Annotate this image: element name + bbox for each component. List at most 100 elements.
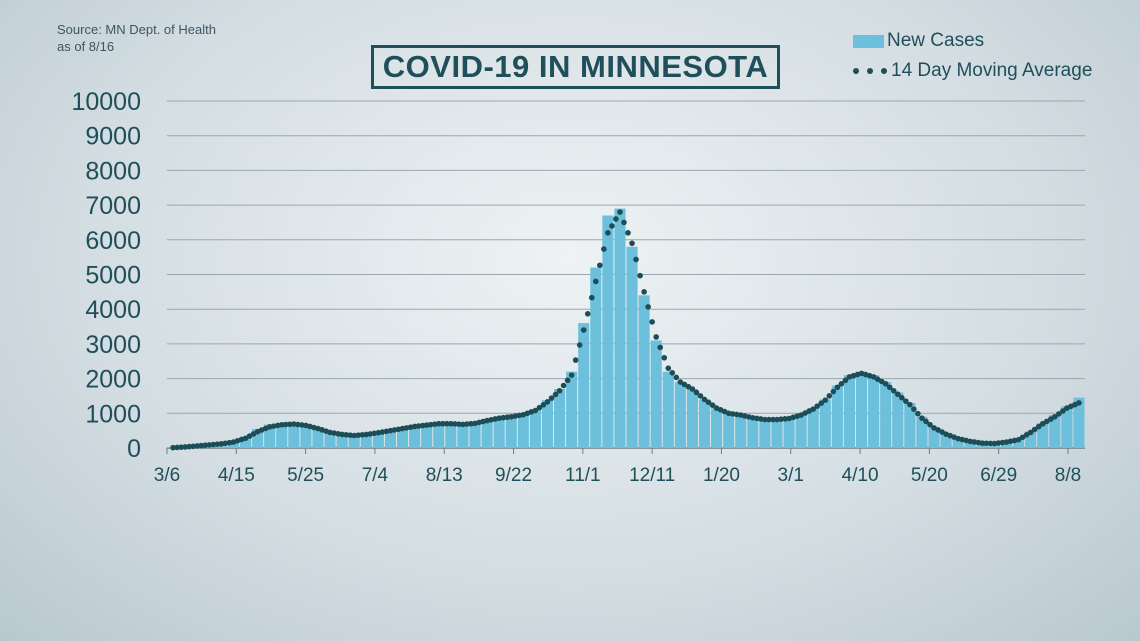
moving-average-point (548, 395, 555, 401)
moving-average-point (178, 444, 184, 450)
bar-new-cases (759, 419, 771, 448)
moving-average-point (544, 399, 551, 405)
bar-new-cases (1049, 415, 1061, 448)
moving-average-point (560, 382, 567, 389)
moving-average-point (693, 389, 700, 396)
bar-new-cases (360, 434, 372, 448)
moving-average-point (919, 415, 925, 421)
bar-new-cases (445, 423, 457, 448)
y-tick-label: 7000 (85, 192, 141, 220)
bar-new-cases (590, 267, 602, 448)
moving-average-point (649, 319, 655, 325)
x-tick-label: 4/15 (218, 465, 255, 486)
x-tick-label: 9/22 (495, 465, 532, 486)
moving-average-point (822, 397, 829, 403)
bar-new-cases (324, 431, 336, 448)
moving-average-point (903, 398, 909, 404)
moving-average-point (601, 246, 607, 252)
bar-new-cases (457, 423, 469, 448)
moving-average-point (697, 393, 704, 399)
y-tick-label: 0 (127, 435, 141, 463)
moving-average-point (657, 344, 664, 351)
moving-average-point (355, 432, 362, 438)
bar-new-cases (783, 418, 795, 448)
bar-new-cases (433, 423, 445, 448)
bar-new-cases (892, 392, 904, 448)
moving-average-point (576, 342, 583, 348)
bar-new-cases (952, 438, 964, 448)
moving-average-point (536, 404, 543, 411)
moving-average-point (927, 421, 933, 428)
moving-average-point (186, 443, 192, 450)
moving-average-point (190, 443, 196, 450)
y-tick-label: 9000 (85, 123, 141, 151)
moving-average-point (709, 402, 716, 409)
bar-new-cases (469, 422, 481, 448)
moving-average-point (641, 289, 647, 295)
moving-average-point (468, 420, 474, 427)
bar-new-cases (650, 340, 662, 448)
moving-average-point (669, 370, 676, 376)
moving-average-point (202, 442, 209, 449)
moving-average-point (637, 272, 643, 279)
moving-average-point (665, 365, 672, 371)
moving-average-point (593, 278, 599, 285)
bar-new-cases (723, 413, 735, 448)
bar-new-cases (831, 385, 843, 448)
moving-average-point (653, 334, 659, 340)
moving-average-point (826, 393, 833, 399)
bar-new-cases (1073, 397, 1085, 448)
source-line: Source: MN Dept. of Health (57, 22, 216, 37)
moving-average-point (347, 432, 353, 438)
bar-new-cases (1025, 431, 1037, 448)
moving-average-point (983, 440, 990, 447)
moving-average-point (532, 407, 539, 414)
bar-new-cases (916, 416, 928, 448)
bar-new-cases (336, 433, 348, 448)
y-tick-label: 5000 (85, 262, 141, 290)
moving-average-point (810, 406, 817, 412)
moving-average-point (556, 387, 563, 394)
moving-average-point (174, 444, 180, 451)
moving-average-point (214, 441, 221, 447)
moving-average-point (621, 219, 627, 226)
chart-title: COVID-19 IN MINNESOTA (371, 45, 780, 89)
y-tick-label: 2000 (85, 366, 141, 394)
legend-label-new-cases: New Cases (887, 30, 985, 51)
moving-average-point (673, 374, 680, 381)
x-tick-label: 1/20 (703, 465, 740, 486)
bar-new-cases (1061, 406, 1073, 448)
moving-average-point (444, 420, 450, 427)
moving-average-point (782, 416, 788, 422)
bar-new-cases (868, 375, 880, 448)
x-tick-label: 5/25 (287, 465, 324, 486)
bar-new-cases (880, 382, 892, 448)
bar-new-cases (735, 415, 747, 448)
bar-new-cases (928, 427, 940, 448)
moving-average-point (584, 311, 591, 317)
moving-average-point (778, 416, 784, 422)
bar-new-cases (904, 402, 916, 448)
legend-item-new-cases: New Cases (853, 26, 1092, 56)
moving-average-point (452, 421, 458, 427)
bar-new-cases (698, 399, 711, 448)
moving-average-point (1035, 423, 1042, 430)
moving-average-point (435, 420, 442, 427)
moving-average-point (1076, 400, 1082, 406)
moving-average-point (770, 416, 776, 423)
moving-average-point (979, 440, 986, 446)
moving-average-point (818, 400, 825, 406)
legend-item-moving-average: 14 Day Moving Average (853, 56, 1092, 86)
moving-average-point (572, 357, 579, 363)
bar-new-cases (940, 433, 952, 448)
bar-new-cases (711, 408, 723, 448)
bar-new-cases (493, 416, 505, 448)
x-tick-label: 7/4 (362, 465, 389, 486)
x-tick-label: 3/6 (154, 465, 180, 486)
bar-new-cases (771, 419, 783, 448)
bar-new-cases (372, 432, 384, 448)
moving-average-point (448, 420, 454, 427)
bar-new-cases (288, 422, 300, 448)
x-tick-label: 3/1 (778, 465, 804, 486)
